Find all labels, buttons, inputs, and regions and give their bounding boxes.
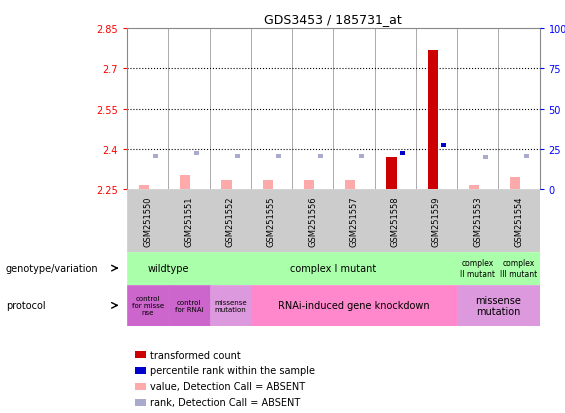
Text: percentile rank within the sample: percentile rank within the sample [150,366,315,375]
Bar [180,175,190,190]
Bar [210,190,251,252]
Bar [221,180,232,190]
Bar [457,285,540,326]
Bar [416,190,457,252]
Text: missense
mutation: missense mutation [475,295,521,316]
Bar [498,252,540,285]
Text: GSM251555: GSM251555 [267,196,276,246]
Bar [235,154,240,158]
Bar [483,156,488,159]
Bar [136,351,146,358]
Bar [469,186,479,190]
Text: wildtype: wildtype [147,263,189,273]
Bar [136,383,146,390]
Text: complex
II mutant: complex II mutant [460,259,495,278]
Text: GSM251559: GSM251559 [432,196,441,246]
Bar [333,190,375,252]
Bar [318,154,323,158]
Text: value, Detection Call = ABSENT: value, Detection Call = ABSENT [150,382,305,392]
Text: transformed count: transformed count [150,350,241,360]
Bar [194,152,199,156]
Text: GSM251558: GSM251558 [391,196,399,246]
Text: GSM251552: GSM251552 [226,196,234,246]
Bar [168,190,210,252]
Bar [210,285,251,326]
Bar [428,50,438,190]
Bar [441,144,446,147]
Text: complex I mutant: complex I mutant [290,263,376,273]
Bar [153,154,158,158]
Bar [168,285,210,326]
Title: GDS3453 / 185731_at: GDS3453 / 185731_at [264,13,402,26]
Bar [210,252,457,285]
Bar [386,158,397,190]
Bar [136,367,146,374]
Bar [359,154,364,158]
Bar [139,186,149,190]
Bar [524,154,529,158]
Text: GSM251553: GSM251553 [473,196,482,246]
Bar [136,399,146,406]
Text: control
for misse
nse: control for misse nse [132,296,164,316]
Text: genotype/variation: genotype/variation [6,263,98,273]
Text: complex
III mutant: complex III mutant [501,259,537,278]
Bar [276,154,281,158]
Bar [292,190,333,252]
Bar [498,190,540,252]
Text: rank, Detection Call = ABSENT: rank, Detection Call = ABSENT [150,397,300,407]
Bar [263,180,273,190]
Text: missense
mutation: missense mutation [214,299,246,312]
Text: GSM251556: GSM251556 [308,196,317,246]
Bar [400,152,405,156]
Text: protocol: protocol [6,301,45,311]
Text: GSM251551: GSM251551 [185,196,193,246]
Bar [251,190,292,252]
Bar [510,178,520,190]
Bar [251,285,457,326]
Bar [127,285,168,326]
Text: GSM251554: GSM251554 [515,196,523,246]
Bar [127,190,168,252]
Bar [457,190,498,252]
Text: GSM251557: GSM251557 [350,196,358,246]
Bar [345,180,355,190]
Bar [304,180,314,190]
Text: RNAi-induced gene knockdown: RNAi-induced gene knockdown [278,301,430,311]
Bar [127,252,210,285]
Bar [375,190,416,252]
Text: GSM251550: GSM251550 [144,196,152,246]
Text: control
for RNAi: control for RNAi [175,299,203,312]
Bar [457,252,498,285]
